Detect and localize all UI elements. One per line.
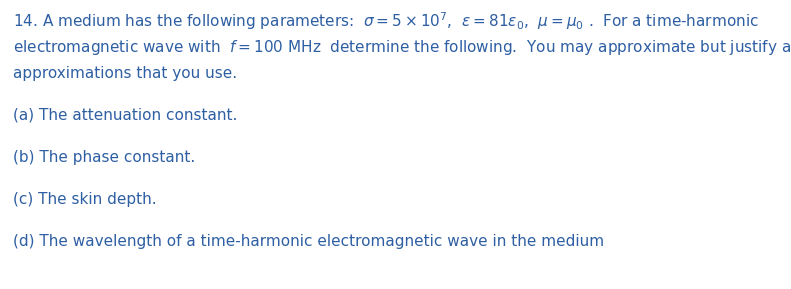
Text: (a) The attenuation constant.: (a) The attenuation constant.: [13, 108, 237, 123]
Text: electromagnetic wave with  $f =100$ MHz  determine the following.  You may appro: electromagnetic wave with $f =100$ MHz d…: [13, 38, 791, 57]
Text: 14. A medium has the following parameters:  $\sigma =5\times10^{7}$,  $\varepsil: 14. A medium has the following parameter…: [13, 10, 759, 32]
Text: (c) The skin depth.: (c) The skin depth.: [13, 192, 157, 207]
Text: (b) The phase constant.: (b) The phase constant.: [13, 150, 195, 165]
Text: (d) The wavelength of a time-harmonic electromagnetic wave in the medium: (d) The wavelength of a time-harmonic el…: [13, 234, 604, 249]
Text: approximations that you use.: approximations that you use.: [13, 66, 237, 81]
